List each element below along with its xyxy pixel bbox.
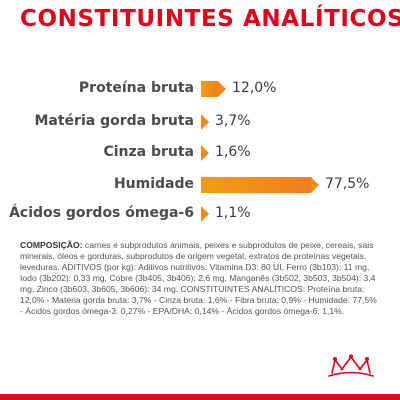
nutrient-row: Ácidos gordos ómega-6 1,1% — [0, 201, 400, 225]
footer-accent-line — [0, 394, 400, 400]
bar-arrow-icon — [201, 114, 209, 130]
nutrient-value: 77,5% — [325, 176, 370, 192]
bar-arrow-icon — [201, 145, 209, 161]
composition-body: carnes e subprodutos animais, peixes e s… — [20, 240, 377, 316]
nutrient-value: 3,7% — [215, 113, 251, 129]
nutrient-bars: Proteína bruta 12,0% Matéria gorda bruta 3,… — [0, 76, 400, 225]
nutrient-label: Proteína bruta — [78, 80, 194, 96]
nutrient-label: Cinza bruta — [103, 144, 194, 160]
composition-text: COMPOSIÇÃO: carnes e subprodutos animais… — [20, 240, 380, 317]
nutrient-label: Humidade — [113, 176, 194, 192]
royal-crown-icon — [328, 354, 374, 377]
nutrient-bar — [201, 177, 311, 193]
nutrient-value: 12,0% — [232, 80, 277, 96]
nutrient-label: Ácidos gordos ómega-6 — [9, 205, 194, 221]
bar-arrow-icon — [218, 81, 226, 97]
nutrient-bar — [201, 81, 218, 97]
composition-heading: COMPOSIÇÃO: — [20, 240, 83, 250]
nutrient-value: 1,1% — [215, 205, 251, 221]
nutrient-row: Matéria gorda bruta 3,7% — [0, 109, 400, 133]
nutrient-value: 1,6% — [215, 144, 251, 160]
page-title: CONSTITUINTES ANALÍTICOS — [20, 6, 400, 32]
bar-arrow-icon — [201, 206, 209, 222]
bar-arrow-icon — [311, 177, 319, 193]
nutrient-row: Proteína bruta 12,0% — [0, 76, 400, 100]
nutrient-label: Matéria gorda bruta — [34, 113, 194, 129]
nutrient-row: Cinza bruta 1,6% — [0, 140, 400, 164]
nutrient-row: Humidade 77,5% — [0, 172, 400, 196]
